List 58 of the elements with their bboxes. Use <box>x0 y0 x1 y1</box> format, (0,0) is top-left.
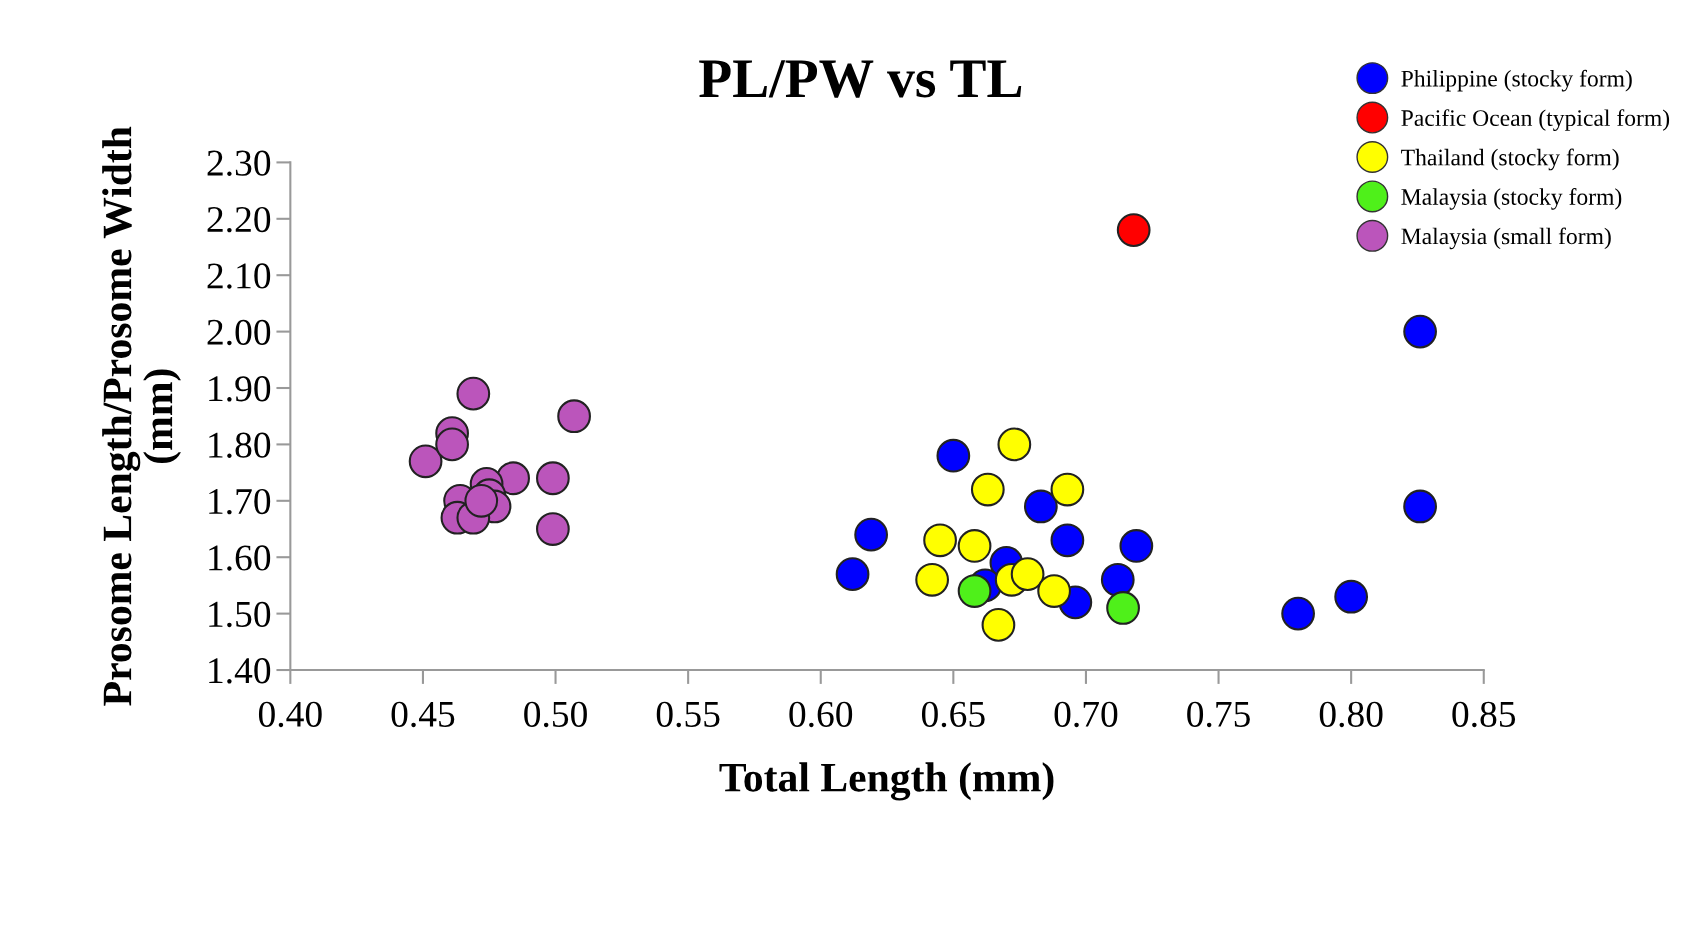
point <box>435 427 469 462</box>
point <box>536 461 570 496</box>
y-tick-label: 1.70 <box>209 488 271 515</box>
point <box>1403 489 1437 524</box>
y-tick-label: 1.80 <box>209 432 271 458</box>
legend-label: Malaysia (stocky form) <box>1401 188 1622 210</box>
point <box>1334 579 1369 614</box>
x-axis-title: Total Length (mm) <box>719 762 1054 801</box>
x-tick-label: 0.75 <box>1187 701 1250 728</box>
y-tick-label: 1.90 <box>209 376 271 402</box>
point <box>464 483 499 518</box>
x-tick-label: 0.40 <box>258 701 322 728</box>
point <box>456 376 491 411</box>
point <box>981 608 1016 642</box>
y-axis-title: Prosome Length/Prosome Width (mm) <box>102 126 181 706</box>
point <box>1119 529 1154 563</box>
point <box>536 512 570 546</box>
x-tick-label: 0.45 <box>391 701 455 728</box>
x-tick-label: 0.55 <box>656 701 720 728</box>
x-tick-label: 0.60 <box>789 701 853 728</box>
point <box>957 574 992 608</box>
y-tick-label: 1.50 <box>209 601 271 628</box>
point <box>557 399 591 434</box>
point <box>1050 472 1085 507</box>
y-tick-label: 2.10 <box>207 263 271 289</box>
point <box>1100 562 1135 597</box>
x-tick-label: 0.85 <box>1452 701 1516 728</box>
y-tick-label: 1.40 <box>209 658 271 684</box>
point <box>1116 213 1151 247</box>
point <box>997 427 1032 462</box>
x-tick-label: 0.50 <box>524 701 587 728</box>
point <box>1403 314 1437 349</box>
x-tick-label: 0.65 <box>921 701 985 728</box>
point <box>936 438 971 473</box>
y-tick-label: 2.20 <box>207 206 271 233</box>
point <box>1281 596 1315 631</box>
y-tick-label: 2.00 <box>207 319 271 346</box>
point <box>970 472 1005 507</box>
point <box>835 557 870 592</box>
point <box>1010 557 1045 592</box>
point <box>923 523 957 558</box>
point <box>408 444 443 479</box>
point <box>1106 591 1140 625</box>
point <box>915 562 949 597</box>
point <box>1023 489 1058 524</box>
legend-label: Pacific Ocean (typical form) <box>1401 109 1670 131</box>
legend-label: Thailand (stocky form) <box>1401 148 1619 171</box>
y-tick-label: 1.60 <box>209 545 271 571</box>
point <box>1050 523 1085 558</box>
x-tick-label: 0.70 <box>1054 701 1118 728</box>
x-tick-label: 0.80 <box>1319 701 1383 728</box>
y-tick-label: 2.30 <box>207 150 271 176</box>
chart-title: PL/PW vs TL <box>699 60 1022 98</box>
point <box>1037 574 1071 608</box>
legend-label: Malaysia (small form) <box>1401 227 1611 250</box>
legend-label: Philippine (stocky form) <box>1401 69 1632 92</box>
point <box>957 529 992 563</box>
point <box>854 517 889 552</box>
